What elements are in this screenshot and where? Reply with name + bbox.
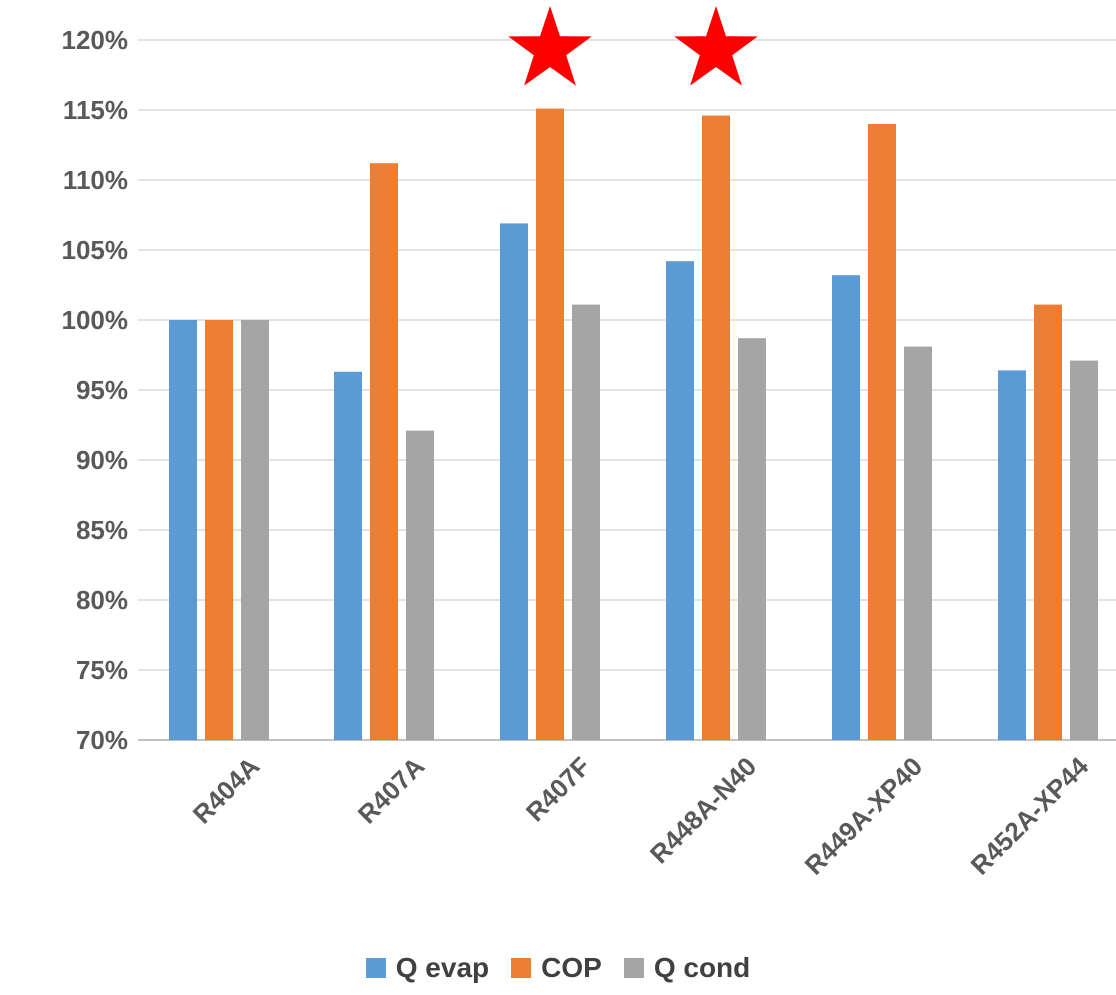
bar: [1034, 304, 1062, 740]
bars: [169, 108, 1098, 741]
bar: [666, 261, 694, 740]
y-tick-label: 95%: [76, 375, 128, 405]
bar: [169, 320, 197, 740]
legend-label-q-evap: Q evap: [395, 952, 490, 983]
bar: [572, 304, 600, 740]
star-icon: [674, 6, 758, 86]
bar: [536, 108, 564, 741]
legend-label-q-cond: Q cond: [653, 952, 751, 983]
legend-swatch-q-evap: [365, 958, 386, 978]
bar: [998, 370, 1026, 740]
annotations: [508, 6, 758, 86]
bar: [406, 430, 434, 740]
bar: [738, 338, 766, 740]
bar: [205, 320, 233, 740]
y-tick-label: 90%: [76, 445, 128, 475]
bar: [241, 320, 269, 740]
bar: [500, 223, 528, 740]
legend-swatch-cop: [511, 958, 532, 978]
bar: [702, 115, 730, 741]
x-category-label: R407F: [520, 751, 596, 827]
x-category-label: R448A-N40: [644, 751, 762, 869]
y-tick-label: 80%: [76, 585, 128, 615]
x-category-label: R449A-XP40: [799, 751, 929, 881]
legend-item-q-evap: Q evap: [365, 952, 490, 984]
x-category-label: R407A: [352, 751, 431, 830]
legend-item-cop: COP: [511, 952, 602, 984]
y-tick-label: 115%: [63, 95, 128, 125]
bar-chart: 70% 75% 80% 85% 90% 95% 100% 105% 110% 115% 120% R…: [62, 6, 1116, 881]
star-icon: [508, 6, 592, 86]
bar: [370, 163, 398, 740]
legend: Q evap COP Q cond: [0, 952, 1116, 984]
bar: [832, 275, 860, 740]
legend-swatch-q-cond: [623, 958, 644, 978]
y-tick-label: 85%: [76, 515, 128, 545]
gridlines: [138, 39, 1116, 741]
x-axis-category-labels: R404A R407A R407F R448A-N40 R449A-XP40 R452A-…: [187, 751, 1095, 881]
bar: [904, 346, 932, 740]
legend-item-q-cond: Q cond: [623, 952, 751, 984]
y-tick-label: 75%: [76, 655, 128, 685]
legend-label-cop: COP: [541, 952, 602, 983]
y-tick-label: 110%: [63, 165, 128, 195]
y-axis-tick-labels: 70% 75% 80% 85% 90% 95% 100% 105% 110% 115% 120%: [62, 25, 129, 755]
y-tick-label: 100%: [62, 305, 129, 335]
x-category-label: R404A: [187, 751, 266, 830]
bar: [1070, 360, 1098, 740]
x-category-label: R452A-XP44: [965, 751, 1095, 881]
bar: [868, 124, 896, 740]
bar: [334, 371, 362, 740]
y-tick-label: 120%: [62, 25, 129, 55]
y-tick-label: 70%: [76, 725, 128, 755]
y-tick-label: 105%: [62, 235, 129, 265]
